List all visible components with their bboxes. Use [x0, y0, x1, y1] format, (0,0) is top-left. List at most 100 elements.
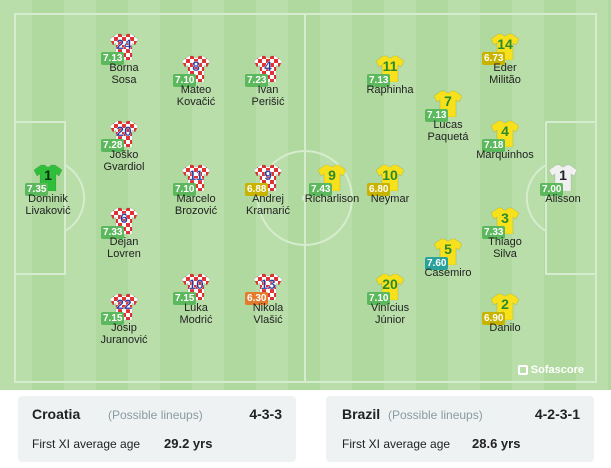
player-rating-badge: 7.13 [425, 109, 449, 122]
jersey-number: 10 [382, 167, 398, 183]
bra-player[interactable]: 11 7.13 Raphinha [345, 55, 435, 121]
cro-player[interactable]: 9 6.88 Andrej Kramarić [223, 164, 313, 230]
player-name: Joško Gvardiol [103, 149, 145, 173]
bra-player[interactable]: 2 6.90 Danilo [460, 293, 550, 359]
cro-player[interactable]: 10 7.15 Luka Modrić [151, 273, 241, 339]
player-rating-badge: 7.33 [101, 226, 125, 239]
jersey-number: 13 [260, 276, 276, 292]
player-name: Thiago Silva [488, 236, 522, 260]
formation: 4-3-3 [249, 406, 282, 422]
player-rating-badge: 7.10 [173, 183, 197, 196]
pitch-lines [14, 13, 597, 383]
cro-player[interactable]: 4 7.23 Ivan Perišić [223, 55, 313, 121]
jersey-number: 6 [120, 210, 128, 226]
player-name: Vinícius Júnior [370, 302, 410, 326]
jersey-number: 4 [501, 123, 509, 139]
jersey-number: 7 [444, 93, 452, 109]
player-rating-badge: 7.15 [173, 292, 197, 305]
player-name: Dejan Lovren [107, 236, 141, 260]
player-name: Alisson [545, 193, 581, 205]
player-name: Danilo [489, 322, 521, 334]
bra-player[interactable]: 3 7.33 Thiago Silva [460, 207, 550, 273]
player-name: Casemiro [424, 267, 472, 279]
player-name: Eder Militão [489, 62, 521, 86]
player-rating-badge: 6.80 [367, 183, 391, 196]
player-name: Josip Juranović [100, 322, 148, 346]
jersey-number: 2 [501, 296, 509, 312]
age-value: 28.6 yrs [472, 436, 521, 451]
player-name: Lucas Paquetá [427, 119, 469, 143]
player-rating-badge: 6.90 [482, 312, 506, 325]
cro-player[interactable]: 1 7.35 Dominik Livaković [3, 164, 93, 230]
jersey-number: 3 [501, 210, 509, 226]
jersey-number: 9 [264, 167, 272, 183]
player-rating-badge: 7.10 [367, 292, 391, 305]
jersey-number: 9 [328, 167, 336, 183]
jersey-number: 4 [264, 58, 272, 74]
bra-player[interactable]: 7 7.13 Lucas Paquetá [403, 90, 493, 156]
player-name: Luka Modrić [179, 302, 213, 326]
pitch: 1 7.35 Dominik Livaković 24 7.13 Borna Sosa 20 7.… [0, 0, 611, 390]
bra-player[interactable]: 10 6.80 Neymar [345, 164, 435, 230]
jersey-number: 14 [497, 36, 513, 52]
player-rating-badge: 7.00 [540, 183, 564, 196]
player-name: Dominik Livaković [25, 193, 71, 217]
player-rating-badge: 7.13 [101, 52, 125, 65]
jersey-number: 8 [192, 58, 200, 74]
player-name: Nikola Vlašić [252, 302, 284, 326]
age-label: First XI average age [342, 437, 451, 451]
cro-player[interactable]: 8 7.10 Mateo Kovačić [151, 55, 241, 121]
age-label: First XI average age [32, 437, 141, 451]
cro-player[interactable]: 11 7.10 Marcelo Brozović [151, 164, 241, 230]
jersey-number: 1 [559, 167, 567, 183]
jersey-number: 20 [382, 276, 398, 292]
player-name: Mateo Kovačić [176, 84, 216, 108]
sofascore-watermark: Sofascore [517, 364, 584, 376]
team-name: Croatia [32, 406, 81, 422]
jersey-number: 11 [188, 167, 204, 183]
jersey-number: 10 [188, 276, 204, 292]
cro-player[interactable]: 13 6.30 Nikola Vlašić [223, 273, 313, 339]
brazil-summary-card[interactable]: Brazil (Possible lineups) 4-2-3-1 First … [326, 396, 594, 462]
player-rating-badge: 7.43 [309, 183, 333, 196]
player-rating-badge: 7.33 [482, 226, 506, 239]
player-rating-badge: 7.13 [367, 74, 391, 87]
player-rating-badge: 7.28 [101, 139, 125, 152]
cro-player[interactable]: 22 7.15 Josip Juranović [79, 293, 169, 359]
formation: 4-2-3-1 [534, 406, 580, 422]
cro-player[interactable]: 20 7.28 Joško Gvardiol [79, 120, 169, 186]
player-rating-badge: 6.88 [245, 183, 269, 196]
jersey-number: 1 [44, 167, 52, 183]
cro-player[interactable]: 24 7.13 Borna Sosa [79, 33, 169, 99]
bra-player[interactable]: 5 7.60 Casemiro [403, 238, 493, 304]
bra-player[interactable]: 4 7.18 Marquinhos [460, 120, 550, 186]
player-name: Marcelo Brozović [174, 193, 218, 217]
player-rating-badge: 7.10 [173, 74, 197, 87]
bra-player[interactable]: 1 7.00 Alisson [518, 164, 608, 230]
croatia-summary-card[interactable]: Croatia (Possible lineups) 4-3-3 First X… [18, 396, 296, 462]
lineup-type: (Possible lineups) [108, 408, 203, 422]
bra-player[interactable]: 9 7.43 Richarlison [287, 164, 377, 230]
player-name: Raphinha [366, 84, 414, 96]
player-rating-badge: 7.23 [245, 74, 269, 87]
bra-player[interactable]: 20 7.10 Vinícius Júnior [345, 273, 435, 339]
player-name: Andrej Kramarić [245, 193, 290, 217]
player-name: Neymar [370, 193, 410, 205]
jersey-number: 22 [116, 296, 132, 312]
age-value: 29.2 yrs [164, 436, 213, 451]
player-name: Borna Sosa [109, 62, 139, 86]
player-name: Ivan Perišić [251, 84, 285, 108]
player-name: Richarlison [304, 193, 360, 205]
watermark-text: Sofascore [530, 364, 584, 376]
sofascore-logo-icon [517, 365, 528, 375]
bra-player[interactable]: 14 6.73 Eder Militão [460, 33, 550, 99]
jersey-number: 20 [116, 123, 132, 139]
player-rating-badge: 6.30 [245, 292, 269, 305]
player-rating-badge: 7.18 [482, 139, 506, 152]
team-name: Brazil [342, 406, 381, 422]
jersey-number: 24 [116, 36, 132, 52]
player-rating-badge: 6.73 [482, 52, 506, 65]
player-rating-badge: 7.60 [425, 257, 449, 270]
cro-player[interactable]: 6 7.33 Dejan Lovren [79, 207, 169, 273]
player-rating-badge: 7.35 [25, 183, 49, 196]
